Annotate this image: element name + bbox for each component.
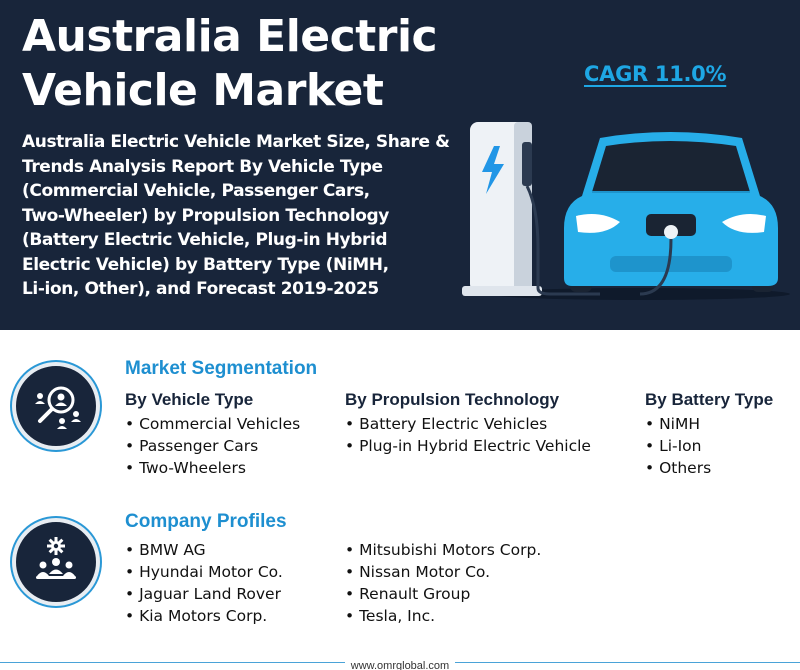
list-item: Kia Motors Corp. xyxy=(125,605,283,627)
list-item: Mitsubishi Motors Corp. xyxy=(345,539,541,561)
company-team-gear-icon xyxy=(36,537,76,579)
company-list-left: BMW AG Hyundai Motor Co. Jaguar Land Rov… xyxy=(125,539,283,627)
list-item: NiMH xyxy=(645,413,711,435)
page-title: Australia Electric Vehicle Market xyxy=(22,10,438,118)
segmentation-search-people-icon xyxy=(35,386,81,429)
list-item: Two-Wheelers xyxy=(125,457,300,479)
list-item: Nissan Motor Co. xyxy=(345,561,541,583)
list-item: Passenger Cars xyxy=(125,435,300,457)
market-segmentation-heading: Market Segmentation xyxy=(125,358,318,379)
list-item: Li-Ion xyxy=(645,435,711,457)
electric-car-icon xyxy=(564,132,778,292)
vehicle-type-list: Commercial Vehicles Passenger Cars Two-W… xyxy=(125,413,300,479)
subtitle-line: (Battery Electric Vehicle, Plug-in Hybri… xyxy=(22,230,388,250)
hero-banner: Australia Electric Vehicle Market Austra… xyxy=(0,0,800,330)
company-list-right: Mitsubishi Motors Corp. Nissan Motor Co.… xyxy=(345,539,541,627)
footer-url[interactable]: www.omrglobal.com xyxy=(344,660,456,670)
battery-type-heading: By Battery Type xyxy=(645,390,774,409)
list-item: Others xyxy=(645,457,711,479)
subtitle-line: Electric Vehicle) by Battery Type (NiMH, xyxy=(22,254,389,275)
ev-charging-illustration xyxy=(462,122,790,300)
vehicle-type-heading: By Vehicle Type xyxy=(125,390,254,409)
subtitle-line: Li-ion, Other), and Forecast 2019-2025 xyxy=(22,279,379,299)
subtitle-line: (Commercial Vehicle, Passenger Cars, xyxy=(22,181,370,201)
company-profiles-heading: Company Profiles xyxy=(125,511,287,532)
subtitle-line: Two-Wheeler) by Propulsion Technology xyxy=(22,205,389,226)
company-icon-badge xyxy=(12,518,100,606)
subtitle-line: Australia Electric Vehicle Market Size, … xyxy=(22,132,450,152)
title-line-1: Australia Electric xyxy=(22,11,438,62)
subtitle-line: Trends Analysis Report By Vehicle Type xyxy=(22,156,383,177)
segmentation-icon-badge xyxy=(12,362,100,450)
charging-station-icon xyxy=(462,122,600,296)
list-item: Tesla, Inc. xyxy=(345,605,541,627)
list-item: Plug-in Hybrid Electric Vehicle xyxy=(345,435,591,457)
list-item: Jaguar Land Rover xyxy=(125,583,283,605)
list-item: Commercial Vehicles xyxy=(125,413,300,435)
report-subtitle: Australia Electric Vehicle Market Size, … xyxy=(22,130,462,302)
list-item: Battery Electric Vehicles xyxy=(345,413,591,435)
list-item: BMW AG xyxy=(125,539,283,561)
cagr-label: CAGR 11.0% xyxy=(584,62,727,86)
list-item: Hyundai Motor Co. xyxy=(125,561,283,583)
battery-type-list: NiMH Li-Ion Others xyxy=(645,413,711,479)
title-line-2: Vehicle Market xyxy=(22,65,384,116)
list-item: Renault Group xyxy=(345,583,541,605)
propulsion-technology-list: Battery Electric Vehicles Plug-in Hybrid… xyxy=(345,413,591,457)
footer: www.omrglobal.com xyxy=(0,654,800,670)
propulsion-technology-heading: By Propulsion Technology xyxy=(345,390,560,409)
